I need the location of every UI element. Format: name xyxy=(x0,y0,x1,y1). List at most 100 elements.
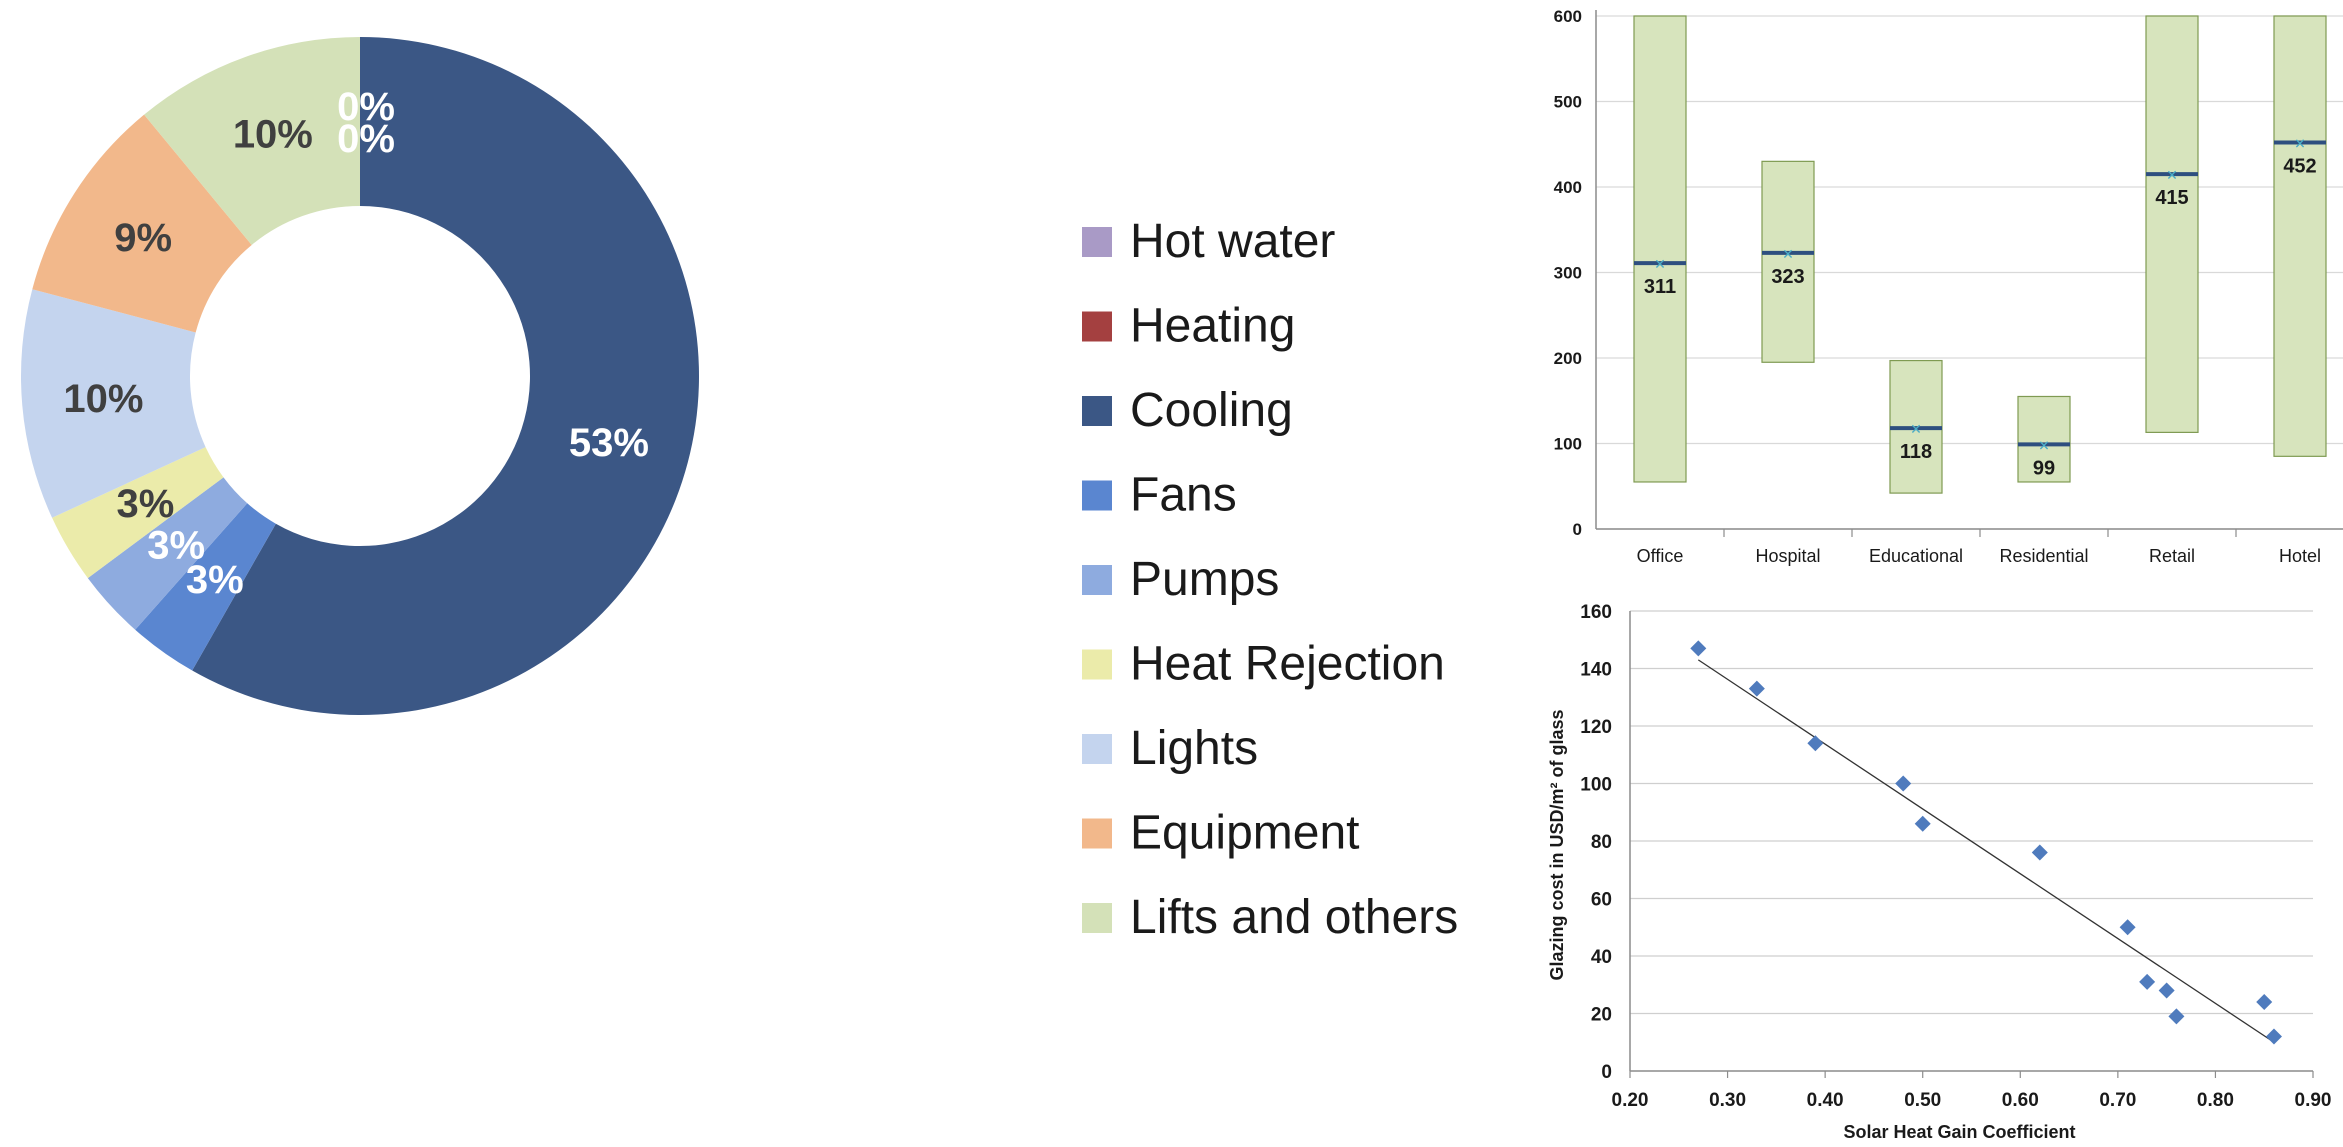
legend-label: Cooling xyxy=(1130,384,1293,437)
y-tick-label: 400 xyxy=(1554,178,1582,197)
legend-label: Heating xyxy=(1130,300,1295,353)
y-tick-label: 600 xyxy=(1554,7,1582,26)
donut-value-label: 3% xyxy=(116,482,174,526)
data-point xyxy=(1690,640,1707,657)
average-value-label: 118 xyxy=(1900,441,1932,463)
legend-swatch xyxy=(1082,565,1112,595)
x-tick-label: 0.60 xyxy=(2002,1090,2039,1111)
legend-label: Hot water xyxy=(1130,215,1335,268)
legend-swatch xyxy=(1082,311,1112,342)
data-point xyxy=(2168,1008,2185,1025)
x-tick-label: 0.90 xyxy=(2295,1090,2332,1111)
y-axis-title: Glazing cost in USD/m² of glass xyxy=(1547,709,1567,980)
donut-value-label: 0% xyxy=(337,85,395,129)
data-point xyxy=(1914,815,1931,832)
shgc-cost-scatter-chart: 0 20 40 60 80 100 120 140 160 0.20 0.30 0.40 0.50 0.6… xyxy=(1547,602,2331,1142)
y-tick-label: 60 xyxy=(1591,890,1612,911)
average-marker: ✕ xyxy=(2166,168,2178,184)
y-tick-label: 200 xyxy=(1554,349,1582,368)
donut-value-label: 0% xyxy=(337,117,395,161)
x-tick-label: 0.20 xyxy=(1612,1090,1649,1111)
legend-swatch xyxy=(1082,396,1112,426)
y-tick-label: 500 xyxy=(1554,93,1582,112)
y-tick-label: 300 xyxy=(1554,264,1582,283)
donut-slice xyxy=(52,447,224,579)
data-point xyxy=(2139,973,2156,990)
average-marker: ✕ xyxy=(1654,257,1666,273)
range-bar xyxy=(2017,395,2071,483)
average-value-label: 452 xyxy=(2283,156,2316,178)
legend-label: Lights xyxy=(1130,722,1258,775)
x-category-label: Hospital xyxy=(1755,546,1820,566)
x-tick-label: 0.50 xyxy=(1904,1090,1941,1111)
donut-value-label: 53% xyxy=(569,421,649,465)
average-marker: ✕ xyxy=(1782,247,1794,263)
data-point xyxy=(2256,994,2273,1010)
y-tick-label: 20 xyxy=(1591,1005,1612,1026)
average-marker: ✕ xyxy=(1910,422,1922,438)
x-tick-label: 0.40 xyxy=(1807,1090,1844,1111)
donut-slice xyxy=(21,289,206,518)
legend-swatch xyxy=(1082,734,1112,764)
y-tick-label: 120 xyxy=(1580,717,1612,738)
legend-swatch xyxy=(1082,480,1112,511)
y-tick-label: 100 xyxy=(1554,435,1582,454)
data-point xyxy=(1807,735,1824,752)
legend-label: Fans xyxy=(1130,469,1237,522)
donut-value-label: 3% xyxy=(147,524,205,568)
data-point xyxy=(1748,680,1765,697)
donut-slice xyxy=(87,477,248,630)
data-point xyxy=(2119,919,2136,936)
donut-slice xyxy=(192,37,699,715)
average-marker: ✕ xyxy=(2294,137,2306,153)
donut-value-label: 10% xyxy=(63,377,143,421)
data-point xyxy=(2265,1028,2282,1045)
y-tick-label: 40 xyxy=(1591,947,1612,968)
donut-value-label: 9% xyxy=(114,216,172,260)
data-point xyxy=(2158,982,2175,999)
donut-value-label: 10% xyxy=(233,113,313,157)
data-point xyxy=(1895,775,1912,792)
x-axis-title: Solar Heat Gain Coefficient xyxy=(1843,1122,2075,1142)
average-value-label: 99 xyxy=(2033,457,2055,479)
donut-value-label: 3% xyxy=(186,558,244,602)
x-tick-label: 0.80 xyxy=(2197,1090,2234,1111)
legend-label: Heat Rejection xyxy=(1130,638,1445,691)
donut-chart: 0%0%53%3%3%3%10%9%10% xyxy=(21,37,699,715)
y-tick-label: 80 xyxy=(1591,832,1612,853)
y-tick-label: 100 xyxy=(1580,775,1612,796)
range-bar xyxy=(1633,15,1687,483)
x-category-label: Hotel xyxy=(2279,546,2321,566)
legend-swatch xyxy=(1082,649,1112,680)
average-marker: ✕ xyxy=(2038,438,2050,454)
average-value-label: 311 xyxy=(1644,276,1676,298)
x-category-label: Educational xyxy=(1869,546,1963,566)
legend-swatch xyxy=(1082,227,1112,257)
x-tick-label: 0.70 xyxy=(2099,1090,2136,1111)
legend-label: Lifts and others xyxy=(1130,891,1458,944)
x-category-label: Office xyxy=(1637,546,1684,566)
x-tick-label: 0.30 xyxy=(1709,1090,1746,1111)
data-point xyxy=(2031,844,2048,861)
legend-label: Equipment xyxy=(1130,807,1359,860)
legend-swatch xyxy=(1082,818,1112,849)
average-value-label: 415 xyxy=(2155,187,2188,209)
donut-slice xyxy=(135,503,276,671)
range-bar xyxy=(2273,15,2327,457)
range-bar xyxy=(2145,15,2199,433)
y-tick-label: 0 xyxy=(1573,520,1582,539)
donut-slice xyxy=(144,37,360,245)
x-category-label: Residential xyxy=(1999,546,2088,566)
trend-line xyxy=(1697,659,2275,1043)
building-type-range-chart: 0 100 200 300 400 500 600 ✕ 311 Office ✕ 323 Hospita… xyxy=(1554,7,2343,566)
legend-swatch xyxy=(1082,903,1112,933)
range-bar xyxy=(1761,160,1815,363)
donut-slice xyxy=(32,114,252,333)
average-value-label: 323 xyxy=(1771,266,1804,288)
legend-label: Pumps xyxy=(1130,553,1279,606)
x-category-label: Retail xyxy=(2149,546,2195,566)
donut-legend: Hot water Heating Cooling Fans Pumps Heat Rej… xyxy=(1082,215,1458,944)
y-tick-label: 0 xyxy=(1601,1062,1612,1083)
y-tick-label: 160 xyxy=(1580,602,1612,623)
